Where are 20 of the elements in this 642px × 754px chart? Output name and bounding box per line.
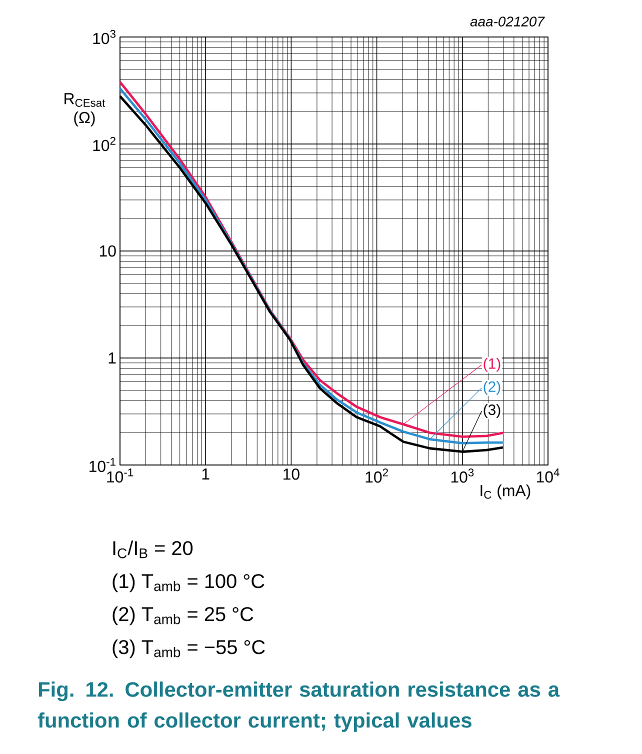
text: (1) bbox=[484, 358, 500, 372]
text: I$_{C}$/I$_{B}$ = 20 bbox=[113, 540, 193, 558]
x-tick-label: 10$^{2}$ bbox=[366, 468, 388, 483]
text: (1) T$_{amb}$ = 100 °C bbox=[112, 574, 264, 592]
text: Fig. 12. Collector-emitter saturation resistance as a function of collector current; typical values bbox=[38, 682, 560, 732]
y-axis-title: R$_{CEsat}$ (Ω) bbox=[64, 93, 106, 126]
x-axis-title: I$_{C}$ (mA) bbox=[480, 484, 530, 500]
y-tick-label: 10$^{3}$ bbox=[93, 30, 116, 44]
text: (2) bbox=[484, 380, 500, 395]
y-tick-label: 10 bbox=[100, 245, 116, 257]
text: (2) T$_{amb}$ = 25 °C bbox=[112, 606, 254, 626]
text: (3) T$_{amb}$ = −55 °C bbox=[112, 640, 265, 658]
x-tick-label: 10$^{4}$ bbox=[537, 468, 560, 483]
y-tick-label: 10$^{2}$ bbox=[93, 136, 116, 152]
series-label: (3) bbox=[484, 404, 500, 418]
x-tick-label: 1 bbox=[202, 468, 210, 480]
x-tick-label: 10 bbox=[284, 468, 300, 480]
text: aaa-021207 bbox=[470, 16, 545, 26]
x-tick-label: 10$^{3}$ bbox=[451, 468, 474, 483]
y-tick-label: 1 bbox=[108, 352, 116, 364]
